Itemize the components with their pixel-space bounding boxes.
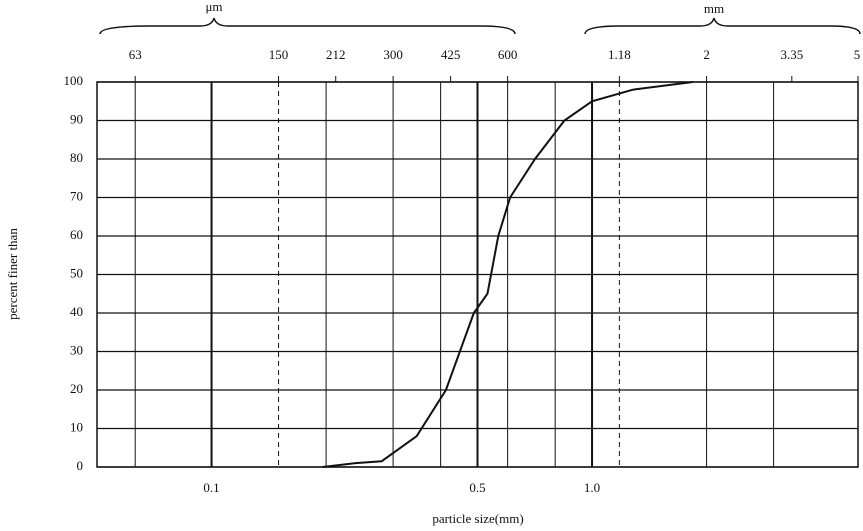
x-tick-label: 0.1	[203, 480, 219, 495]
y-tick-label: 10	[70, 419, 83, 434]
top-tick-label: 1.18	[608, 47, 631, 62]
mm-brace	[584, 17, 861, 35]
top-tick-label: 150	[269, 47, 289, 62]
top-tick-label: 63	[129, 47, 142, 62]
y-tick-label: 0	[77, 458, 84, 473]
y-tick-label: 50	[70, 265, 83, 280]
top-tick-label: 2	[703, 47, 710, 62]
y-tick-label: 80	[70, 150, 83, 165]
um-brace	[99, 17, 516, 35]
top-group-label: μm	[205, 0, 222, 14]
y-tick-label: 30	[70, 342, 83, 357]
top-tick-label: 600	[498, 47, 518, 62]
top-tick-label: 212	[326, 47, 346, 62]
x-tick-label: 0.5	[469, 480, 485, 495]
y-tick-label: 40	[70, 304, 83, 319]
y-tick-label: 20	[70, 381, 83, 396]
top-tick-label: 425	[441, 47, 461, 62]
x-tick-label: 1.0	[584, 480, 600, 495]
y-tick-label: 90	[70, 111, 83, 126]
top-tick-label: 3.35	[780, 47, 803, 62]
y-tick-label: 100	[64, 73, 84, 88]
distribution-curve	[322, 81, 693, 468]
y-tick-label: 60	[70, 227, 83, 242]
top-tick-label: 300	[383, 47, 403, 62]
top-tick-label: 5	[854, 47, 861, 62]
y-tick-label: 70	[70, 188, 83, 203]
y-axis-label: percent finer than	[5, 228, 20, 320]
top-group-label: mm	[704, 1, 724, 16]
x-axis-label: particle size(mm)	[432, 511, 523, 526]
